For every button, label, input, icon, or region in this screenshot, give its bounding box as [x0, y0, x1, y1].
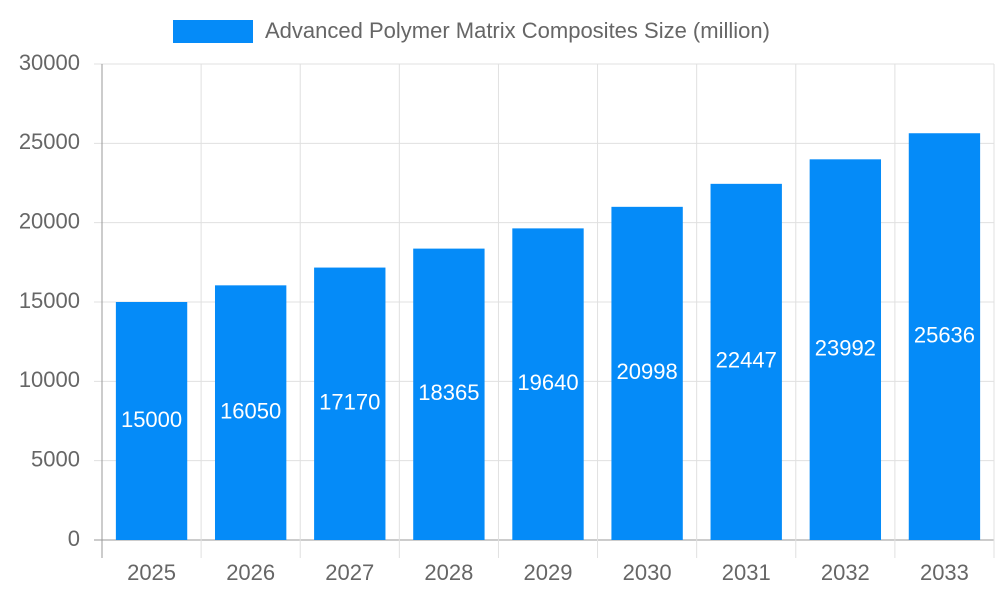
value-label: 22447 [716, 348, 777, 373]
value-label: 17170 [319, 390, 380, 415]
value-label: 20998 [617, 359, 678, 384]
x-tick-label: 2031 [722, 560, 771, 585]
x-tick-label: 2025 [127, 560, 176, 585]
y-tick-label: 0 [68, 526, 80, 551]
y-tick-label: 15000 [19, 288, 80, 313]
bar [512, 228, 584, 540]
value-label: 18365 [418, 380, 479, 405]
x-tick-label: 2026 [226, 560, 275, 585]
x-tick-label: 2028 [424, 560, 473, 585]
bar [908, 133, 981, 540]
legend-swatch [173, 20, 253, 43]
legend-label: Advanced Polymer Matrix Composites Size … [265, 18, 770, 43]
bar [115, 302, 188, 540]
bar [214, 285, 287, 540]
y-tick-label: 25000 [19, 129, 80, 154]
bar [710, 183, 782, 540]
y-tick-label: 5000 [31, 446, 80, 471]
value-label: 15000 [121, 407, 182, 432]
x-tick-label: 2033 [920, 560, 969, 585]
bar [413, 248, 485, 540]
x-tick-label: 2032 [821, 560, 870, 585]
value-label: 23992 [815, 335, 876, 360]
value-label: 19640 [517, 370, 578, 395]
bar [314, 267, 386, 540]
y-tick-label: 20000 [19, 208, 80, 233]
bar [809, 159, 882, 540]
bar [611, 206, 683, 540]
y-tick-label: 30000 [19, 50, 80, 75]
x-tick-label: 2027 [325, 560, 374, 585]
value-label: 25636 [914, 322, 975, 347]
value-label: 16050 [220, 398, 281, 423]
x-tick-label: 2029 [524, 560, 573, 585]
x-tick-label: 2030 [623, 560, 672, 585]
y-tick-label: 10000 [19, 367, 80, 392]
